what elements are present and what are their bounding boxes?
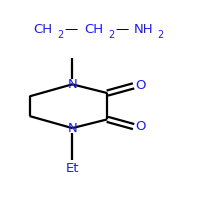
Text: NH: NH <box>134 23 153 36</box>
Text: CH: CH <box>33 23 52 36</box>
Text: N: N <box>67 122 77 135</box>
Text: Et: Et <box>65 162 79 175</box>
Text: CH: CH <box>84 23 103 36</box>
Text: 2: 2 <box>158 30 164 40</box>
Text: N: N <box>67 78 77 91</box>
Text: O: O <box>135 79 145 92</box>
Text: —: — <box>115 23 128 36</box>
Text: O: O <box>135 120 145 133</box>
Text: —: — <box>65 23 78 36</box>
Text: 2: 2 <box>108 30 115 40</box>
Text: 2: 2 <box>57 30 63 40</box>
